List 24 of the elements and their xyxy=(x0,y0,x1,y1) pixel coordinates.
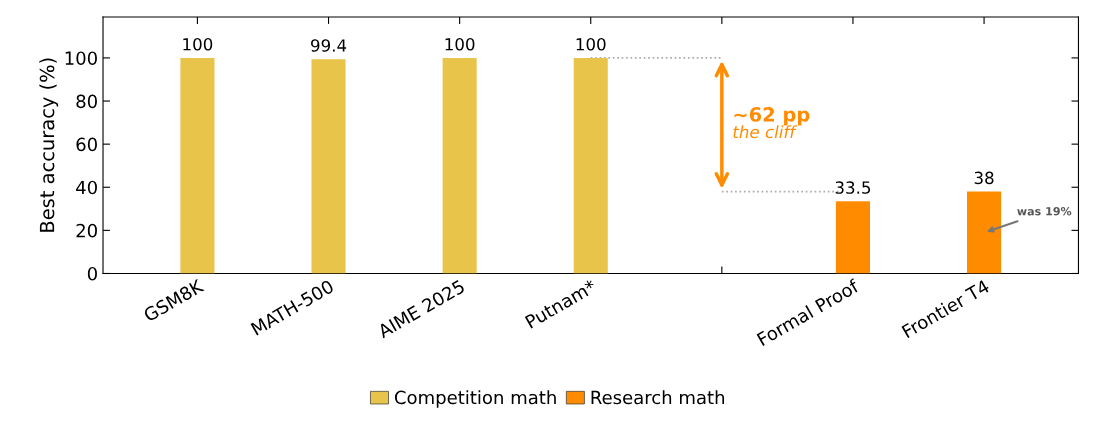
y-tick-label: 100 xyxy=(65,51,97,66)
legend-label: Research math xyxy=(591,390,725,405)
bar xyxy=(442,57,477,274)
bar xyxy=(967,191,1002,274)
data-label: 33.5 xyxy=(835,181,871,194)
bar xyxy=(311,59,346,274)
y-tick-label: 40 xyxy=(76,180,97,195)
data-label: 99.4 xyxy=(311,39,347,52)
data-label: 38 xyxy=(974,171,994,185)
y-tick-label: 60 xyxy=(76,137,97,152)
data-label: 100 xyxy=(445,37,475,51)
annotation: was 19% xyxy=(1017,207,1072,216)
y-tick-label: 80 xyxy=(76,94,97,109)
legend-label: Competition math xyxy=(394,390,556,408)
annotation: ∼62 pp xyxy=(734,107,810,126)
bar xyxy=(180,57,215,274)
bar xyxy=(573,57,608,274)
annotation: the cliff xyxy=(733,125,798,139)
y-tick-label: 20 xyxy=(76,223,97,238)
data-label: 100 xyxy=(183,37,213,51)
y-axis-title: Best accuracy (%) xyxy=(39,58,59,232)
data-label: 100 xyxy=(576,37,606,51)
y-tick-label: 0 xyxy=(87,266,97,281)
bar xyxy=(835,201,870,274)
